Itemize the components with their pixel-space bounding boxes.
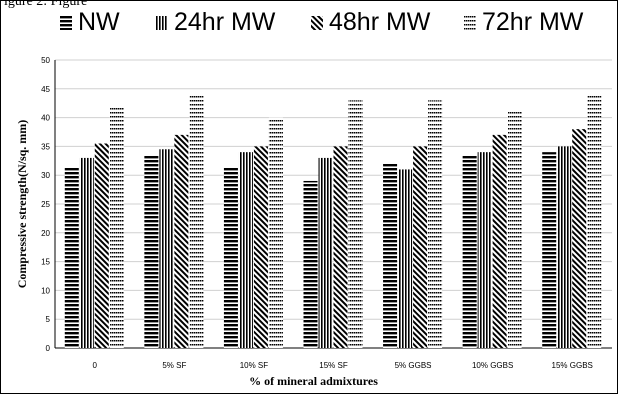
bar-48hr-mw: [572, 129, 587, 348]
bar-48hr-mw: [174, 134, 189, 348]
legend-swatch-48hr: [311, 15, 323, 30]
legend-item-24hr: 24hr MW: [156, 8, 275, 37]
x-axis-title: % of mineral admixtures: [249, 374, 378, 388]
tick-labels: 0 5 10 15 20 25 30 35 40 45 50 0 5% SF 10% SF 15% SF 5%…: [41, 56, 593, 370]
bar-24hr-mw: [238, 152, 253, 348]
y-tick-label: 40: [41, 114, 50, 123]
bar-24hr-mw: [159, 149, 174, 348]
legend-label-24hr: 24hr MW: [174, 8, 276, 36]
x-tick-label: 5% SF: [162, 361, 186, 370]
x-tick-label: 15% SF: [319, 361, 348, 370]
bar-nw: [144, 155, 159, 348]
x-tick-label: 15% GGBS: [552, 361, 593, 370]
bar-24hr-mw: [79, 157, 94, 348]
bar-24hr-mw: [477, 152, 492, 348]
y-tick-label: 20: [41, 229, 50, 238]
y-tick-label: 50: [41, 56, 50, 65]
bar-nw: [383, 163, 398, 348]
bar-24hr-mw: [398, 169, 413, 348]
bar-72hr-mw: [268, 117, 283, 348]
legend-swatch-72hr: [464, 15, 476, 30]
y-tick-label: 15: [41, 258, 50, 267]
bar-48hr-mw: [413, 146, 428, 348]
y-tick-label: 5: [46, 315, 51, 324]
chart-legend: NW 24hr MW 48hr MW 72hr MW: [0, 8, 618, 44]
bar-48hr-mw: [94, 143, 109, 348]
bar-72hr-mw: [109, 106, 124, 348]
legend-item-nw: NW: [60, 8, 120, 37]
x-tick-label: 10% SF: [240, 361, 269, 370]
bar-72hr-mw: [348, 100, 363, 348]
bar-24hr-mw: [318, 157, 333, 348]
bars: [64, 94, 602, 348]
figure-caption: igure 2: Figure: [4, 0, 88, 8]
bar-48hr-mw: [253, 146, 268, 348]
y-tick-label: 10: [41, 286, 50, 295]
x-tick-label: 10% GGBS: [472, 361, 513, 370]
y-tick-label: 45: [41, 85, 50, 94]
y-tick-label: 35: [41, 142, 50, 151]
bar-72hr-mw: [507, 111, 522, 348]
bar-24hr-mw: [557, 146, 572, 348]
bar-nw: [64, 166, 79, 348]
legend-item-48hr: 48hr MW: [311, 8, 430, 37]
y-tick-label: 30: [41, 171, 50, 180]
y-tick-label: 25: [41, 200, 50, 209]
x-tick-label: 5% GGBS: [395, 361, 432, 370]
bar-nw: [223, 166, 238, 348]
bar-48hr-mw: [333, 146, 348, 348]
bar-nw: [542, 152, 557, 348]
legend-item-72hr: 72hr MW: [464, 8, 583, 37]
bar-72hr-mw: [587, 94, 602, 348]
bar-nw: [303, 180, 318, 348]
legend-label-72hr: 72hr MW: [482, 8, 584, 36]
bar-72hr-mw: [428, 100, 443, 348]
bar-48hr-mw: [492, 134, 507, 348]
legend-label-48hr: 48hr MW: [329, 8, 431, 36]
bar-nw: [462, 155, 477, 348]
bar-72hr-mw: [189, 94, 204, 348]
legend-swatch-24hr: [156, 15, 168, 30]
legend-swatch-nw: [60, 15, 72, 30]
y-axis-title: Compressive strength(N/sq. mm): [15, 120, 29, 289]
x-tick-label: 0: [93, 361, 98, 370]
legend-label-nw: NW: [78, 8, 120, 36]
y-tick-label: 0: [46, 344, 51, 353]
